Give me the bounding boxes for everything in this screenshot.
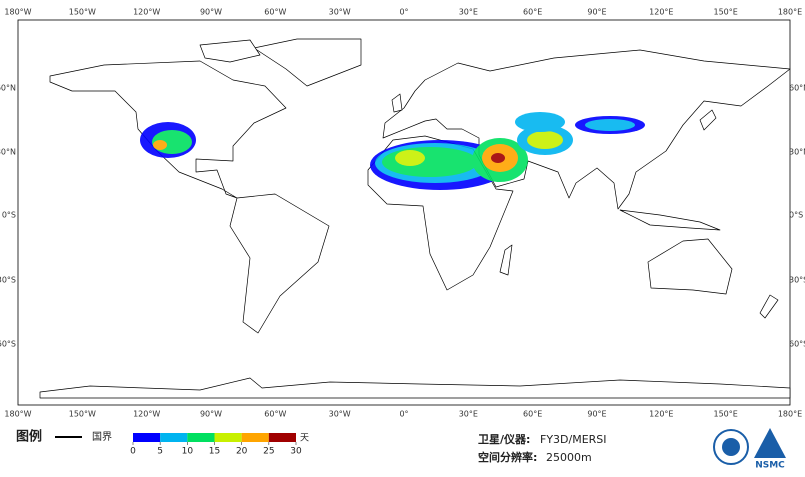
info: 卫星/仪器: FY3D/MERSI 空间分辨率: 25000m: [478, 433, 607, 464]
data-patch: [515, 112, 565, 132]
lat-label: 60°S: [0, 340, 16, 349]
colorbar-segment: [133, 433, 161, 442]
lon-label: 180°E: [778, 410, 802, 419]
dust-days-field: [140, 112, 645, 190]
lon-label: 120°W: [133, 410, 160, 419]
logo-text: NSMC: [755, 461, 785, 471]
south-america: [229, 193, 330, 334]
lat-label: 60°N: [789, 84, 805, 93]
lon-label: 60°W: [264, 8, 286, 17]
lon-label: 120°W: [133, 8, 160, 17]
japan: [699, 109, 717, 131]
lat-label: 30°S: [0, 276, 16, 285]
lat-label: 30°N: [0, 148, 16, 157]
lon-label: 180°W: [4, 410, 31, 419]
lon-label: 60°E: [523, 410, 542, 419]
lon-label: 0°: [399, 410, 408, 419]
lat-label: 0°S: [789, 211, 803, 220]
madagascar: [499, 244, 513, 276]
lon-label: 90°W: [200, 410, 222, 419]
lat-label: 30°N: [789, 148, 805, 157]
lat-label: 60°N: [0, 84, 16, 93]
lon-label: 60°E: [523, 8, 542, 17]
lon-label: 120°E: [649, 8, 673, 17]
resolution-label: 空间分辨率:: [478, 450, 537, 464]
colorbar-tick-label: 5: [157, 447, 163, 457]
colorbar-tick-label: 20: [236, 447, 248, 457]
lon-label: 60°W: [264, 410, 286, 419]
british-isles: [391, 93, 403, 113]
logos: NSMC: [713, 428, 786, 471]
lat-label: 30°S: [789, 276, 805, 285]
data-patch: [153, 140, 167, 150]
new-zealand: [759, 294, 779, 319]
lon-label: 150°W: [69, 8, 96, 17]
legend: 图例 国界: [16, 429, 112, 445]
data-patch: [395, 150, 425, 166]
satellite-label: 卫星/仪器:: [478, 433, 530, 446]
map: [17, 19, 791, 406]
lon-label: 150°W: [69, 410, 96, 419]
legend-title: 图例: [16, 429, 42, 445]
lon-label: 0°: [399, 8, 408, 17]
indonesia: [619, 209, 721, 231]
cma-logo-core: [722, 438, 740, 456]
colorbar-tick-label: 10: [182, 447, 194, 457]
colorbar-tick-label: 25: [263, 447, 274, 457]
data-patch: [527, 131, 563, 149]
lon-label: 90°E: [587, 8, 606, 17]
data-patch: [491, 153, 505, 163]
lon-label: 150°E: [714, 8, 738, 17]
nsmc-logo: [754, 428, 786, 458]
lon-label: 90°W: [200, 8, 222, 17]
australia: [647, 238, 733, 295]
lon-label: 150°E: [714, 410, 738, 419]
resolution-value: 25000m: [546, 451, 592, 464]
colorbar-unit: 天: [300, 434, 309, 444]
colorbar-tick-label: 30: [290, 447, 302, 457]
lon-label: 90°E: [587, 410, 606, 419]
colorbar-segment: [268, 433, 296, 442]
data-patch: [382, 147, 478, 177]
boundary-label: 国界: [92, 431, 112, 443]
colorbar-segment: [187, 433, 215, 442]
satellite-value: FY3D/MERSI: [540, 433, 607, 446]
lon-label: 30°W: [329, 410, 351, 419]
colorbar-segment: [241, 433, 269, 442]
colorbar-tick-label: 0: [130, 447, 136, 457]
lon-label: 120°E: [649, 410, 673, 419]
lat-label: 0°S: [2, 211, 16, 220]
colorbar-segment: [160, 433, 188, 442]
antarctica: [39, 377, 791, 399]
lon-label: 180°W: [4, 8, 31, 17]
data-patch: [585, 119, 635, 131]
lon-label: 30°E: [459, 410, 478, 419]
colorbar-segment: [214, 433, 242, 442]
lon-label: 180°E: [778, 8, 802, 17]
lon-label: 30°W: [329, 8, 351, 17]
lat-label: 60°S: [789, 340, 805, 349]
lon-label: 30°E: [459, 8, 478, 17]
colorbar-tick-label: 15: [209, 447, 220, 457]
arctic-islands: [199, 39, 261, 63]
